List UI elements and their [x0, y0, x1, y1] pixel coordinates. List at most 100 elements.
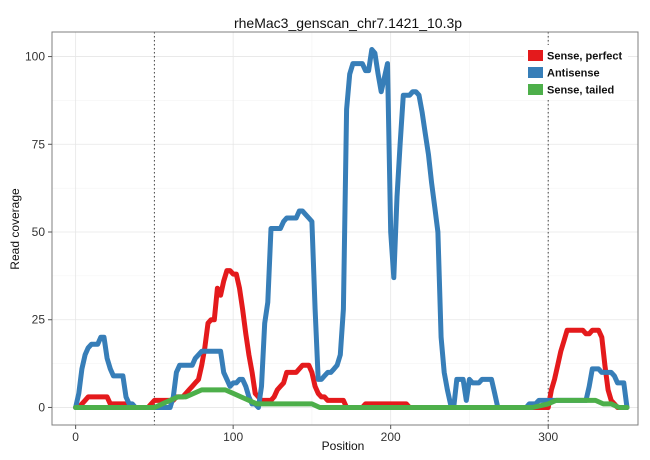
data-point-sense-tailed — [287, 403, 290, 405]
data-point-antisense — [257, 406, 260, 409]
data-point-sense-perfect — [320, 396, 323, 398]
data-point-sense-tailed — [618, 406, 620, 409]
data-point-sense-tailed — [437, 406, 439, 409]
data-point-sense-tailed — [248, 399, 250, 402]
data-point-antisense — [613, 375, 616, 377]
data-point-antisense — [607, 371, 609, 374]
data-point-sense-tailed — [626, 406, 628, 409]
data-point-sense-perfect — [270, 399, 272, 402]
data-point-sense-tailed — [279, 403, 282, 405]
panel-border — [51, 31, 639, 426]
data-point-antisense — [241, 378, 244, 381]
data-point-sense-perfect — [203, 346, 206, 349]
data-point-sense-tailed — [326, 406, 329, 409]
data-point-antisense — [106, 357, 108, 360]
data-point-antisense — [84, 353, 86, 356]
data-point-sense-perfect — [109, 403, 112, 405]
data-point-antisense — [112, 375, 115, 377]
data-point-sense-perfect — [569, 329, 572, 332]
data-point-antisense — [307, 217, 310, 219]
data-point-antisense — [490, 378, 493, 381]
data-point-sense-tailed — [563, 399, 565, 402]
data-point-sense-tailed — [555, 399, 557, 402]
data-point-sense-perfect — [333, 399, 335, 402]
data-point-sense-perfect — [307, 364, 310, 367]
data-point-sense-perfect — [112, 403, 115, 405]
data-point-sense-perfect — [295, 371, 298, 374]
data-point-antisense — [81, 368, 83, 370]
data-point-sense-perfect — [241, 308, 244, 311]
data-point-antisense — [185, 364, 187, 367]
data-point-antisense — [226, 378, 228, 381]
data-point-sense-perfect — [122, 403, 124, 405]
data-point-sense-perfect — [575, 329, 578, 332]
data-point-sense-perfect — [292, 371, 294, 374]
data-point-antisense — [531, 403, 534, 405]
data-point-antisense — [216, 350, 219, 353]
y-tick-label: 75 — [32, 137, 46, 151]
data-point-sense-perfect — [329, 399, 332, 402]
data-point-antisense — [207, 350, 209, 353]
data-point-antisense — [210, 350, 213, 353]
data-point-sense-perfect — [559, 350, 562, 353]
data-point-sense-perfect — [405, 403, 408, 405]
data-point-antisense — [446, 389, 449, 391]
x-tick-label: 300 — [538, 430, 558, 444]
data-point-sense-perfect — [279, 385, 282, 388]
data-point-sense-tailed — [271, 403, 274, 405]
data-point-antisense — [619, 382, 622, 384]
data-point-sense-perfect — [285, 371, 288, 374]
data-point-sense-tailed — [531, 406, 534, 409]
data-point-antisense — [610, 371, 613, 374]
data-point-antisense — [203, 350, 206, 353]
data-point-sense-perfect — [263, 399, 266, 402]
data-point-antisense — [292, 217, 294, 219]
data-point-antisense — [537, 399, 540, 402]
data-point-antisense — [115, 375, 118, 377]
data-point-sense-perfect — [118, 403, 121, 405]
data-point-antisense — [194, 357, 197, 360]
data-point-antisense — [298, 210, 301, 212]
data-point-sense-tailed — [303, 403, 305, 405]
data-point-antisense — [478, 382, 480, 384]
data-point-antisense — [282, 220, 285, 223]
data-point-antisense — [248, 396, 250, 398]
data-point-sense-tailed — [90, 406, 93, 409]
data-point-antisense — [358, 62, 361, 65]
data-point-antisense — [213, 350, 216, 353]
data-point-antisense — [424, 132, 427, 135]
data-point-antisense — [235, 382, 238, 384]
data-point-sense-tailed — [318, 406, 321, 409]
data-point-antisense — [169, 406, 172, 409]
data-point-sense-perfect — [90, 396, 93, 398]
data-point-sense-tailed — [405, 406, 408, 409]
data-point-sense-tailed — [374, 406, 376, 409]
data-point-antisense — [222, 371, 225, 374]
data-point-antisense — [364, 69, 367, 72]
data-point-antisense — [374, 52, 376, 54]
data-point-antisense — [474, 382, 477, 384]
data-point-antisense — [109, 368, 112, 370]
data-point-sense-perfect — [244, 332, 247, 335]
data-point-sense-tailed — [610, 403, 613, 405]
data-point-antisense — [399, 143, 401, 146]
data-point-sense-perfect — [210, 318, 213, 321]
data-point-antisense — [77, 392, 80, 395]
series-layer — [73, 47, 630, 410]
data-point-sense-tailed — [224, 389, 227, 391]
data-point-antisense — [266, 301, 269, 304]
data-point-sense-tailed — [208, 389, 211, 391]
data-point-sense-perfect — [194, 382, 197, 384]
data-point-sense-perfect — [150, 403, 153, 405]
data-point-sense-perfect — [213, 318, 216, 321]
data-point-sense-perfect — [377, 403, 379, 405]
data-point-sense-perfect — [402, 403, 405, 405]
data-point-sense-perfect — [84, 399, 86, 402]
data-point-antisense — [285, 217, 288, 219]
data-point-sense-perfect — [266, 399, 269, 402]
data-point-antisense — [408, 94, 411, 97]
data-point-sense-perfect — [200, 364, 203, 367]
data-point-antisense — [455, 378, 458, 381]
data-point-sense-tailed — [216, 389, 219, 391]
data-point-sense-perfect — [298, 368, 301, 370]
